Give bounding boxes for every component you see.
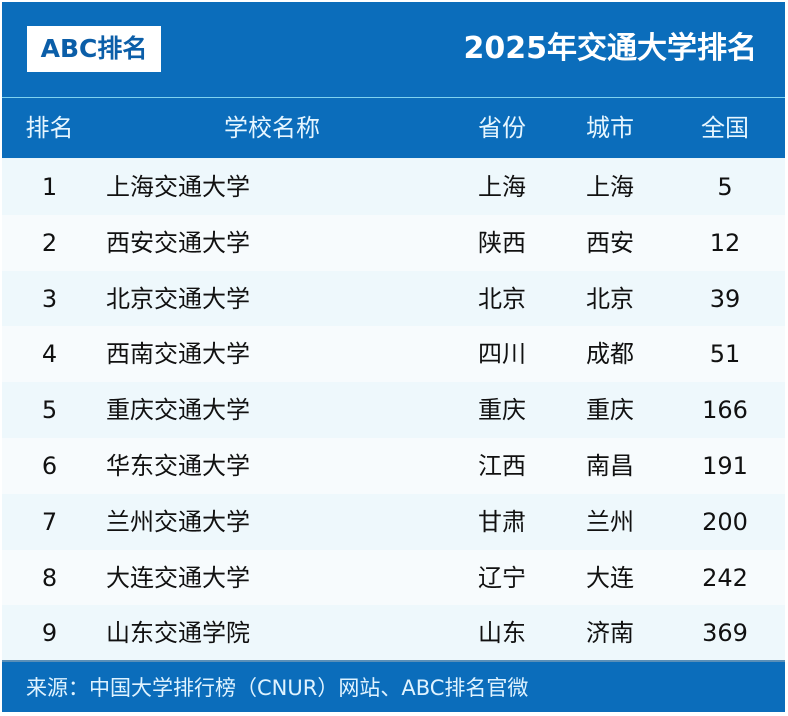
cell-city: 成都 [586, 340, 634, 369]
cell-city: 上海 [586, 173, 634, 201]
table-row: 6 华东交通大学 江西 南昌 191 [2, 438, 785, 494]
cell-province: 辽宁 [478, 563, 526, 592]
page-title: 2025年交通大学排名 [463, 31, 758, 66]
cell-city: 西安 [586, 228, 634, 257]
column-header-province: 省份 [478, 114, 526, 142]
table-row: 8 大连交通大学 辽宁 大连 242 [2, 549, 785, 606]
table-row: 7 兰州交通大学 甘肃 兰州 200 [2, 493, 785, 550]
column-header-city: 城市 [586, 114, 634, 142]
logo: ABC排名 [27, 26, 161, 72]
cell-rank: 4 [41, 340, 58, 369]
header-banner: ABC排名 2025年交通大学排名 [2, 2, 785, 98]
cell-rank: 3 [41, 284, 58, 313]
cell-province: 四川 [478, 340, 526, 369]
cell-school: 大连交通大学 [106, 563, 250, 592]
table-row: 5 重庆交通大学 重庆 重庆 166 [2, 382, 785, 439]
cell-national: 242 [702, 563, 748, 592]
cell-national: 369 [702, 619, 748, 648]
cell-rank: 1 [41, 173, 58, 201]
cell-city: 济南 [586, 619, 634, 648]
table-row: 2 西安交通大学 陕西 西安 12 [2, 214, 785, 271]
source-footer: 来源：中国大学排行榜（CNUR）网站、ABC排名官微 [2, 660, 785, 712]
cell-city: 大连 [586, 563, 634, 592]
cell-city: 北京 [586, 284, 634, 313]
cell-rank: 8 [41, 563, 58, 592]
column-header-rank: 排名 [25, 114, 74, 142]
cell-province: 重庆 [478, 396, 526, 425]
cell-national: 51 [709, 340, 741, 369]
cell-national: 39 [709, 284, 741, 313]
cell-national: 191 [702, 452, 748, 480]
cell-national: 5 [717, 173, 733, 201]
table-header: 排名 学校名称 省份 城市 全国 [2, 98, 785, 158]
cell-school: 北京交通大学 [106, 284, 250, 313]
cell-national: 200 [702, 507, 748, 536]
cell-province: 江西 [478, 452, 526, 480]
cell-city: 南昌 [586, 452, 634, 480]
cell-province: 上海 [478, 173, 526, 201]
cell-school: 西南交通大学 [106, 340, 250, 369]
cell-school: 上海交通大学 [106, 173, 250, 201]
cell-province: 山东 [478, 619, 526, 648]
cell-rank: 2 [41, 228, 58, 257]
cell-province: 甘肃 [478, 507, 526, 536]
cell-school: 重庆交通大学 [106, 396, 250, 425]
table-row: 4 西南交通大学 四川 成都 51 [2, 326, 785, 383]
cell-city: 兰州 [586, 507, 634, 536]
cell-national: 166 [702, 396, 748, 425]
table-row: 3 北京交通大学 北京 北京 39 [2, 270, 785, 327]
cell-province: 陕西 [478, 228, 526, 257]
cell-school: 西安交通大学 [106, 228, 250, 257]
column-header-school: 学校名称 [224, 114, 320, 142]
cell-school: 华东交通大学 [106, 452, 250, 480]
table-row: 1 上海交通大学 上海 上海 5 [2, 159, 785, 215]
cell-national: 12 [709, 228, 741, 257]
cell-rank: 6 [41, 452, 58, 480]
cell-school: 山东交通学院 [106, 619, 250, 648]
cell-province: 北京 [478, 284, 526, 313]
cell-rank: 7 [41, 507, 58, 536]
cell-city: 重庆 [586, 396, 634, 425]
cell-rank: 9 [41, 619, 58, 648]
cell-rank: 5 [41, 396, 58, 425]
column-header-national: 全国 [701, 114, 749, 142]
cell-school: 兰州交通大学 [106, 507, 250, 536]
table-row: 9 山东交通学院 山东 济南 369 [2, 605, 785, 662]
